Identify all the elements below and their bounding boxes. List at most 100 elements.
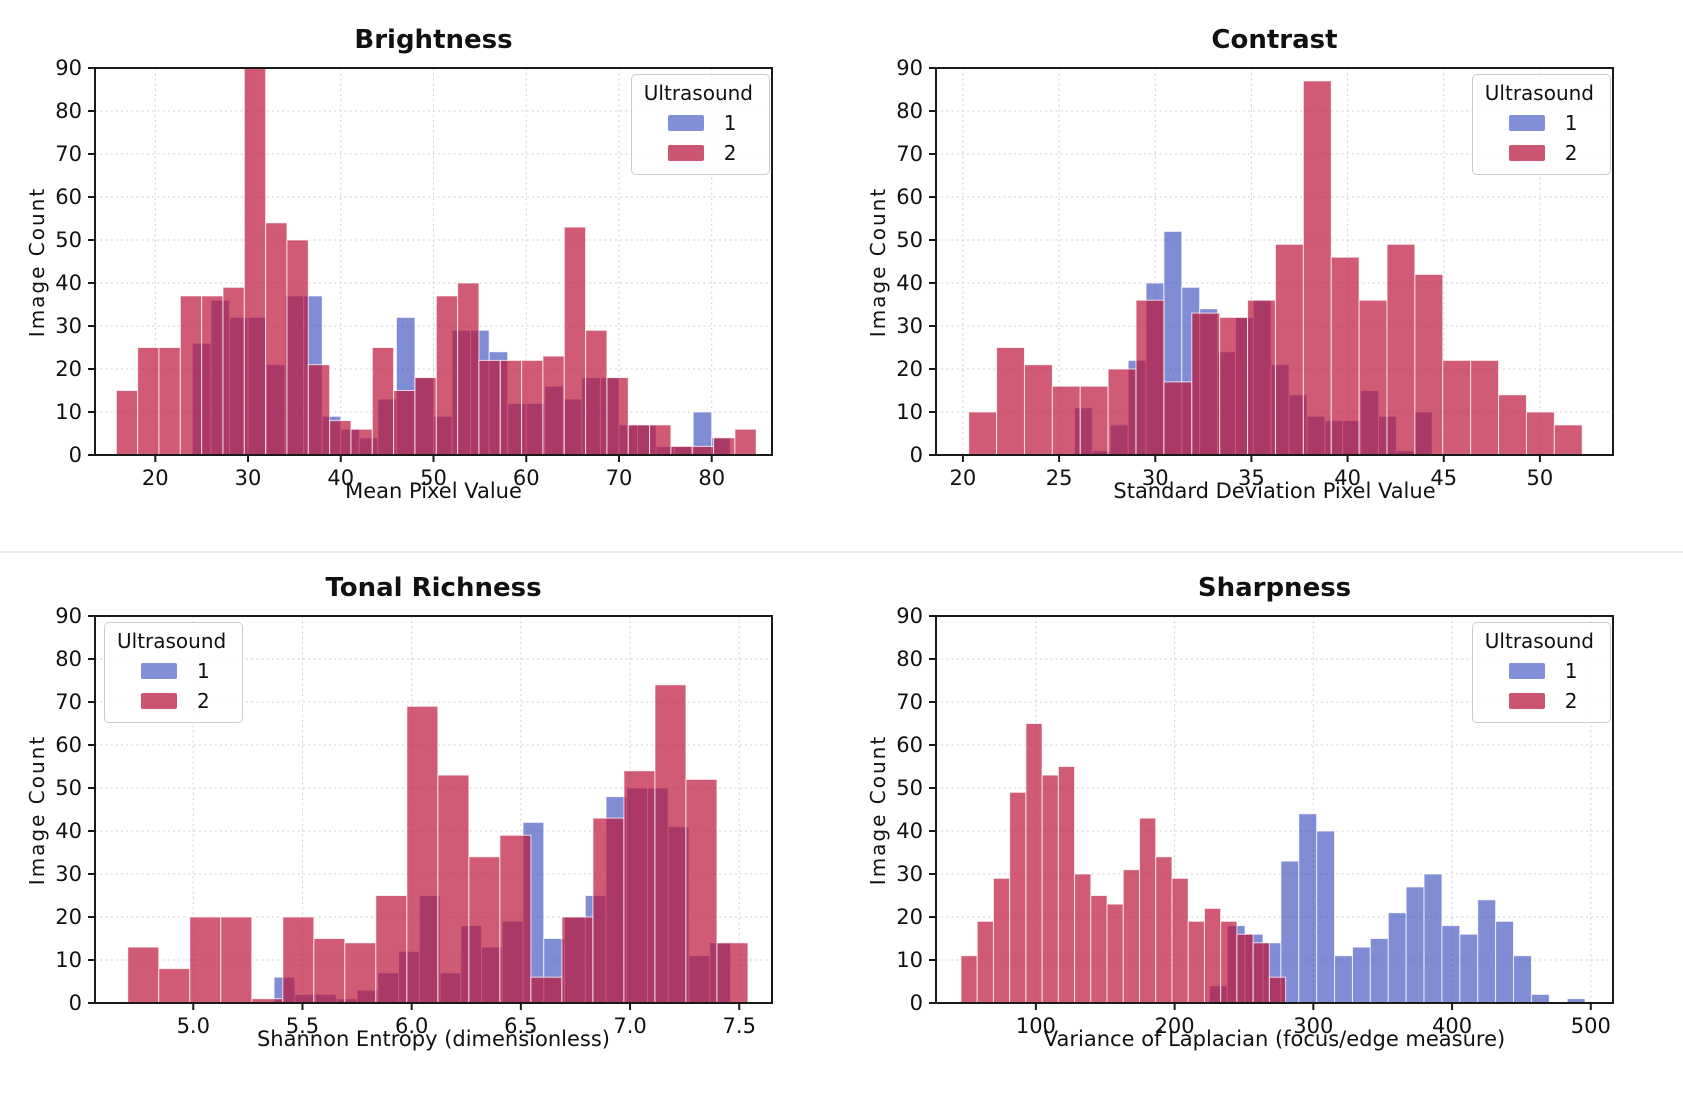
y-tick-label: 40 [55,819,82,843]
y-tick-label: 10 [896,400,923,424]
histogram-bar [189,916,222,1003]
legend-entry: 2 [667,141,753,165]
histogram-bar [329,420,352,455]
histogram-bar [592,817,625,1003]
histogram-bar [1334,955,1353,1003]
legend-entry-label: 2 [1564,141,1578,165]
y-tick-label: 70 [55,690,82,714]
y-tick-label: 70 [55,142,82,166]
y-tick-label: 30 [896,314,923,338]
x-tick-label: 500 [1571,1014,1611,1038]
histogram-bar [1023,364,1053,455]
histogram-bar [414,377,437,455]
histogram-bar [1171,877,1189,1003]
y-tick-label: 20 [896,905,923,929]
row-divider-line [0,551,1683,553]
histogram-bar [115,390,139,455]
histogram-bar [1236,933,1254,1003]
histogram-bar [1219,316,1249,455]
histogram-bar [1247,299,1276,455]
y-axis-label: Image Count [866,186,890,338]
histogram-bar [243,68,267,455]
histogram-bar [1358,299,1388,455]
histogram-bars [127,684,749,1003]
x-tick-label: 20 [142,466,169,490]
histogram-bar [1051,385,1081,455]
histogram-bar [713,437,736,455]
chart-title: Sharpness [1197,573,1352,603]
legend-entry-label: 1 [1564,111,1578,135]
histogram-bar [1155,856,1173,1003]
histogram-bar [996,347,1025,455]
histogram-bar [1203,907,1222,1003]
histogram-bar [1220,920,1238,1003]
legend-entry: 2 [1508,689,1594,713]
tick-marks [88,615,741,1010]
y-tick-label: 80 [55,99,82,123]
legend-entry-label: 1 [1564,659,1578,683]
histogram-bar [1163,381,1193,455]
y-tick-label: 80 [55,647,82,671]
histogram-bar [1442,359,1472,455]
x-tick-label: 30 [1142,466,1169,490]
histogram-bar [1074,873,1092,1003]
legend-box: Ultrasound 1 2 [104,622,244,723]
legend-entry: 1 [667,111,753,135]
histogram-bar [1387,912,1407,1003]
y-tick-label: 10 [896,948,923,972]
tick-marks [929,615,1592,1010]
histogram-bar [1187,920,1205,1003]
y-tick-label: 70 [896,690,923,714]
histogram-bar [158,347,181,455]
histogram-bar [1351,946,1371,1003]
histogram-bar [137,347,160,455]
histogram-bar [1025,723,1043,1003]
histogram-bar [1414,273,1444,455]
x-tick-label: 60 [513,466,540,490]
histogram-bar [179,295,203,455]
histogram-bar [344,942,377,1003]
y-tick-label: 30 [896,862,923,886]
histogram-bar [1106,903,1124,1003]
legend-color-patch [1508,693,1545,709]
histogram-bar [1122,869,1141,1003]
tick-labels: 100 200 300 400 500 0 10 20 30 40 50 60 70 80 90 [896,604,1611,1038]
y-tick-label: 40 [896,271,923,295]
y-axis-label: Image Count [866,734,890,886]
histogram-bar [992,877,1011,1003]
chart-title: Contrast [1211,25,1338,55]
series-ultrasound-2 [115,68,757,455]
legend-entry-label: 1 [723,111,737,135]
legend-entry-label: 2 [1564,689,1578,713]
histogram-bar [437,774,470,1003]
tick-marks [929,67,1541,462]
histogram-bar [286,239,309,455]
x-tick-label: 100 [1016,1014,1056,1038]
x-tick-label: 6.0 [395,1014,428,1038]
y-tick-label: 60 [896,733,923,757]
legend-color-patch [141,663,177,679]
y-tick-label: 60 [896,185,923,209]
y-tick-label: 70 [896,142,923,166]
series-ultrasound-2 [960,723,1287,1003]
histogram-bar [435,295,459,455]
y-tick-label: 20 [55,905,82,929]
chart-title: Brightness [354,25,513,55]
y-tick-label: 10 [55,400,82,424]
x-tick-label: 7.0 [613,1014,646,1038]
histogram-bar [685,778,718,1003]
histogram-bar [1330,256,1360,455]
x-tick-label: 40 [327,466,354,490]
sharpness-histogram-plot: 100 200 300 400 500 0 10 20 30 40 50 60 70 80 90 [896,604,1614,1038]
histogram-bar [1090,895,1108,1003]
legend-entry: 1 [1508,659,1594,683]
y-axis-label: Image Count [25,734,49,886]
panel-brightness: 20 30 40 50 60 70 80 0 10 20 30 40 50 60 70 80 90 Bright… [0,0,842,548]
y-tick-label: 0 [910,443,923,467]
y-tick-label: 0 [910,991,923,1015]
histogram-bar [1498,394,1527,455]
x-tick-label: 80 [698,466,725,490]
x-tick-label: 5.5 [286,1014,319,1038]
x-tick-label: 30 [235,466,262,490]
histogram-bar [1423,873,1443,1003]
